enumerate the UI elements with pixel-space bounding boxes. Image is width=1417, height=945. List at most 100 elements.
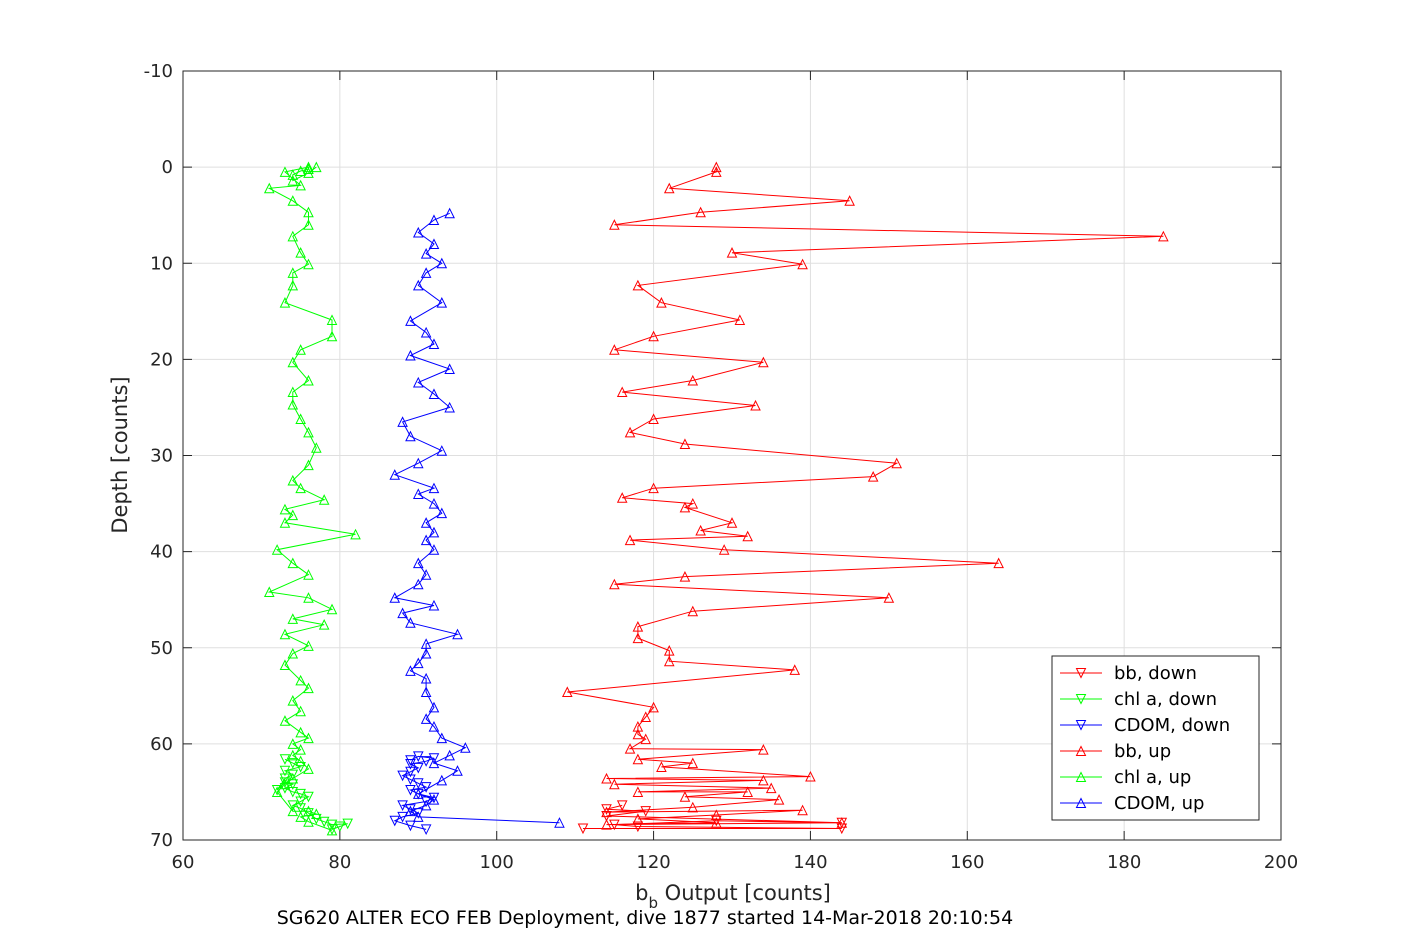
data-point: [428, 214, 440, 225]
data-point: [303, 805, 314, 817]
data-point: [287, 174, 299, 186]
data-point: [420, 713, 432, 724]
data-point: [420, 248, 432, 259]
data-point: [420, 672, 432, 684]
data-point: [420, 517, 432, 528]
data-point: [279, 754, 291, 765]
data-point: [397, 800, 408, 812]
data-point: [412, 657, 424, 669]
data-point: [420, 782, 432, 793]
data-point: [279, 659, 291, 671]
data-point: [428, 701, 440, 713]
data-point: [428, 238, 440, 250]
series-layer: [263, 161, 1169, 836]
data-point: [656, 297, 667, 308]
y-tick-label: -10: [144, 61, 173, 82]
x-tick-label: 140: [793, 852, 827, 873]
data-point: [452, 628, 463, 640]
data-point: [295, 726, 306, 738]
data-point: [389, 592, 401, 603]
data-point: [295, 413, 306, 424]
data-point: [295, 744, 306, 755]
legend-label: CDOM, down: [1114, 715, 1230, 736]
y-axis-label: Depth [counts]: [108, 376, 132, 533]
data-point: [295, 482, 306, 494]
data-point: [287, 805, 299, 817]
data-point: [679, 570, 691, 582]
data-point: [444, 749, 455, 761]
data-point: [632, 720, 644, 732]
legend-item: bb, up: [1060, 741, 1171, 762]
data-point: [718, 544, 730, 555]
data-point: [405, 665, 416, 676]
data-point: [420, 799, 432, 811]
data-point: [279, 715, 291, 726]
data-point: [624, 534, 636, 546]
data-point: [287, 279, 299, 291]
data-point: [687, 374, 699, 386]
data-point: [303, 640, 314, 651]
data-point: [303, 219, 314, 230]
data-point: [656, 761, 667, 772]
data-point: [452, 765, 463, 776]
data-point: [412, 279, 424, 291]
data-point: [412, 788, 424, 799]
data-point: [428, 792, 440, 804]
data-point: [303, 569, 314, 580]
data-point: [616, 386, 628, 398]
data-point: [687, 801, 699, 813]
data-point: [295, 179, 306, 191]
data-point: [303, 459, 314, 471]
data-point: [295, 165, 306, 176]
data-point: [632, 632, 644, 644]
data-point: [891, 457, 903, 469]
data-point: [303, 682, 314, 694]
data-point: [295, 761, 306, 773]
data-point: [397, 607, 408, 619]
legend-marker: [1075, 771, 1087, 782]
data-point: [428, 482, 440, 494]
data-point: [436, 732, 448, 744]
data-point: [420, 756, 432, 767]
data-point: [412, 762, 424, 774]
x-tick-label: 120: [636, 852, 670, 873]
data-point: [632, 728, 644, 740]
data-point: [624, 426, 636, 438]
data-point: [412, 578, 424, 590]
data-point: [279, 778, 291, 790]
data-point: [389, 469, 401, 480]
data-point: [279, 166, 291, 177]
data-point: [295, 796, 306, 808]
data-point: [758, 744, 769, 755]
data-point: [632, 821, 644, 833]
data-point: [711, 809, 722, 821]
legend-label: CDOM, up: [1114, 793, 1204, 814]
data-point: [436, 445, 448, 456]
data-point: [428, 388, 440, 399]
data-point: [695, 524, 706, 536]
legend-label: bb, down: [1114, 663, 1197, 684]
data-point: [326, 819, 338, 831]
data-point: [797, 804, 808, 816]
data-point: [279, 517, 291, 528]
data-point: [734, 314, 746, 325]
legend-marker: [1075, 745, 1087, 756]
data-point: [405, 820, 416, 832]
data-point: [303, 426, 314, 438]
series-3: [561, 161, 1169, 830]
x-tick-label: 60: [172, 852, 195, 873]
tick-marks: [182, 70, 1282, 841]
data-point: [420, 569, 432, 580]
data-point: [616, 800, 628, 812]
data-point: [844, 195, 855, 206]
data-point: [609, 778, 620, 790]
data-point: [805, 770, 816, 782]
data-point: [609, 344, 620, 355]
data-point: [663, 645, 675, 656]
data-point: [303, 732, 314, 744]
data-point: [797, 258, 808, 270]
data-point: [420, 824, 432, 836]
series-line: [567, 167, 1164, 826]
x-axis-label: bb Output [counts]: [635, 881, 831, 912]
legend-marker: [1075, 720, 1087, 731]
